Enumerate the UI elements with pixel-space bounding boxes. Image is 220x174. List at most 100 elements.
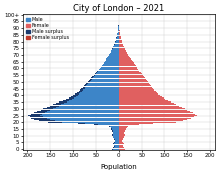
Bar	[113, 46, 119, 48]
Bar	[66, 99, 72, 100]
Bar	[111, 52, 119, 53]
Bar	[103, 64, 119, 65]
Bar	[115, 41, 116, 42]
Bar	[86, 83, 119, 84]
Bar	[119, 132, 124, 134]
Bar	[83, 87, 119, 88]
Bar	[69, 97, 119, 99]
Bar	[34, 119, 50, 120]
Bar	[118, 25, 119, 26]
Bar	[116, 40, 119, 41]
Bar	[119, 48, 125, 49]
Bar	[63, 100, 70, 101]
Bar	[109, 54, 119, 56]
Bar	[112, 128, 119, 129]
Bar	[119, 140, 122, 142]
Bar	[118, 27, 119, 29]
Bar	[105, 61, 119, 62]
Bar	[119, 53, 127, 54]
Bar	[90, 79, 119, 80]
Bar	[112, 131, 113, 132]
Bar	[89, 80, 119, 81]
Bar	[41, 110, 119, 111]
Bar	[107, 57, 119, 58]
Bar	[114, 139, 115, 140]
Bar	[119, 70, 139, 72]
Bar	[119, 143, 124, 144]
Bar	[92, 76, 119, 77]
Bar	[112, 149, 119, 150]
Bar	[118, 25, 119, 26]
Bar	[119, 52, 126, 53]
Bar	[31, 114, 119, 115]
Bar	[28, 115, 119, 116]
Bar	[50, 105, 59, 107]
Bar	[94, 124, 98, 125]
Bar	[43, 108, 119, 109]
Bar	[119, 50, 126, 52]
Bar	[119, 146, 123, 147]
Bar	[119, 147, 124, 148]
Bar	[56, 103, 119, 104]
Bar	[100, 68, 119, 69]
Bar	[86, 83, 119, 84]
Bar	[79, 91, 82, 92]
Bar	[112, 134, 113, 135]
Bar	[119, 46, 124, 48]
Bar	[117, 33, 119, 34]
Bar	[119, 37, 121, 38]
Bar	[63, 100, 119, 101]
Bar	[119, 104, 176, 105]
Bar	[119, 73, 142, 74]
Bar	[119, 31, 120, 33]
Bar	[114, 145, 119, 146]
Bar	[119, 101, 171, 103]
Bar	[113, 143, 114, 144]
Bar	[30, 116, 119, 117]
Bar	[112, 135, 113, 136]
Bar	[95, 73, 119, 74]
Bar	[118, 26, 119, 27]
Bar	[59, 101, 67, 103]
Bar	[116, 37, 117, 38]
Bar	[77, 92, 119, 93]
Bar	[106, 58, 119, 60]
Bar	[28, 115, 40, 116]
Bar	[115, 41, 119, 42]
Bar	[119, 126, 128, 127]
Bar	[119, 139, 123, 140]
Bar	[114, 45, 119, 46]
Bar	[75, 93, 79, 94]
Bar	[119, 40, 121, 41]
Bar	[112, 50, 119, 52]
Bar	[112, 48, 119, 49]
Bar	[94, 75, 95, 76]
Bar	[89, 80, 91, 81]
Bar	[77, 92, 119, 93]
Bar	[112, 149, 119, 150]
Bar	[90, 79, 119, 80]
Bar	[37, 111, 47, 112]
Legend: Male, Female, Male surplus, Female surplus: Male, Female, Male surplus, Female surpl…	[25, 16, 70, 41]
Bar	[119, 100, 168, 101]
Bar	[115, 42, 119, 44]
Bar	[91, 77, 93, 78]
Bar	[85, 84, 119, 85]
Bar	[88, 81, 90, 82]
Bar	[71, 96, 119, 97]
Bar	[114, 146, 119, 147]
Bar	[94, 75, 119, 76]
Bar	[48, 122, 119, 123]
Bar	[47, 107, 119, 108]
Bar	[113, 147, 119, 148]
Bar	[119, 130, 125, 131]
Bar	[110, 127, 119, 128]
Bar	[113, 132, 119, 134]
Bar	[96, 72, 119, 73]
Bar	[119, 72, 141, 73]
Bar	[119, 108, 185, 109]
Bar	[119, 88, 153, 89]
Bar	[119, 75, 143, 76]
Bar	[47, 107, 119, 108]
Bar	[113, 147, 119, 148]
